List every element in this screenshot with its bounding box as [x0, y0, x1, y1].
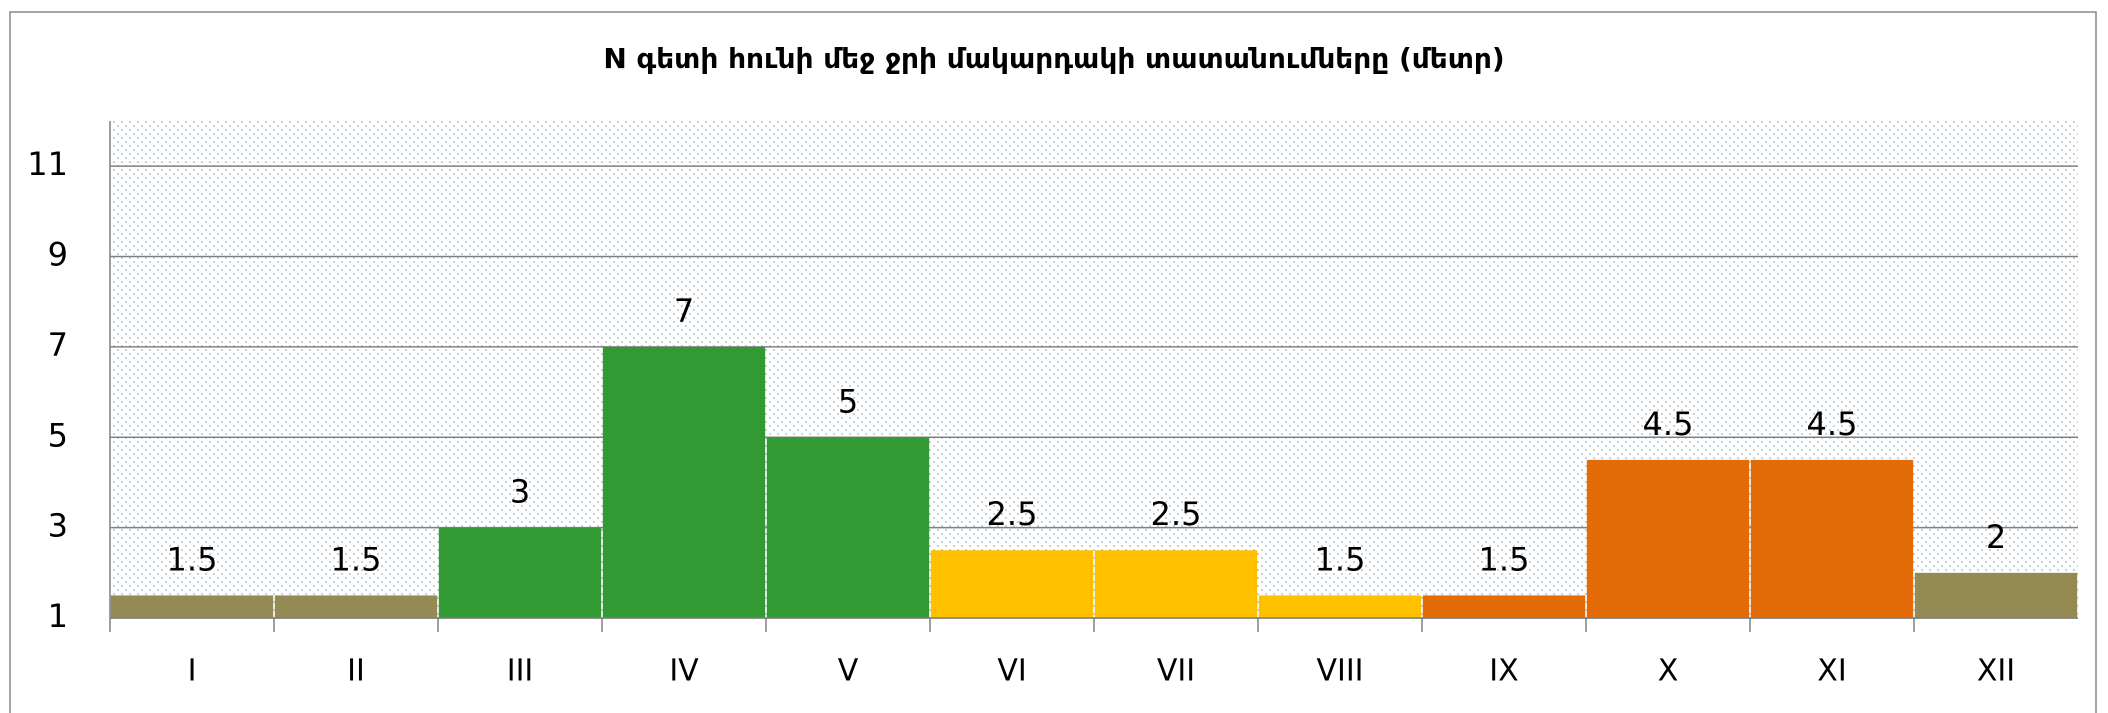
y-tick-label: 9	[48, 236, 68, 274]
bar	[766, 437, 930, 618]
x-tick-label: II	[347, 654, 365, 689]
data-label: 1.5	[331, 540, 382, 578]
y-tick-label: 1	[48, 597, 68, 635]
data-label: 2.5	[1151, 495, 1202, 533]
data-label: 2.5	[987, 495, 1038, 533]
x-tick-label: IV	[669, 654, 699, 689]
chart-title: N գետի հունի մեջ ջրի մակարդակի տատանումն…	[603, 42, 1504, 75]
x-tick-label: V	[838, 654, 859, 689]
plot-area	[110, 121, 2078, 618]
bar	[1258, 595, 1422, 618]
data-label: 4.5	[1807, 405, 1858, 443]
bar	[1094, 550, 1258, 618]
bar	[602, 346, 766, 618]
x-tick-label: VII	[1157, 654, 1195, 689]
bar	[1750, 459, 1914, 618]
bar	[930, 550, 1094, 618]
y-tick-label: 3	[48, 507, 68, 545]
data-label: 1.5	[167, 540, 218, 578]
x-tick-label: X	[1658, 654, 1679, 689]
x-tick-label: VIII	[1316, 654, 1363, 689]
x-tick-label: XI	[1817, 654, 1846, 689]
data-label: 5	[838, 382, 858, 420]
data-label: 1.5	[1479, 540, 1530, 578]
bar	[1914, 572, 2078, 618]
y-tick-label: 5	[48, 416, 68, 454]
x-tick-label: XII	[1977, 654, 2015, 689]
bar	[274, 595, 438, 618]
y-tick-label: 7	[48, 326, 68, 364]
bar	[438, 527, 602, 618]
bar	[1586, 459, 1750, 618]
y-tick-label: 11	[27, 145, 68, 183]
x-tick-label: III	[507, 654, 534, 689]
x-tick-label: VI	[997, 654, 1026, 689]
x-tick-label: I	[188, 654, 197, 689]
data-label: 2	[1986, 518, 2006, 556]
data-label: 7	[674, 292, 694, 330]
x-tick-label: IX	[1489, 654, 1518, 689]
bar	[110, 595, 274, 618]
data-label: 4.5	[1643, 405, 1694, 443]
data-label: 1.5	[1315, 540, 1366, 578]
data-label: 3	[510, 473, 530, 511]
bar	[1422, 595, 1586, 618]
